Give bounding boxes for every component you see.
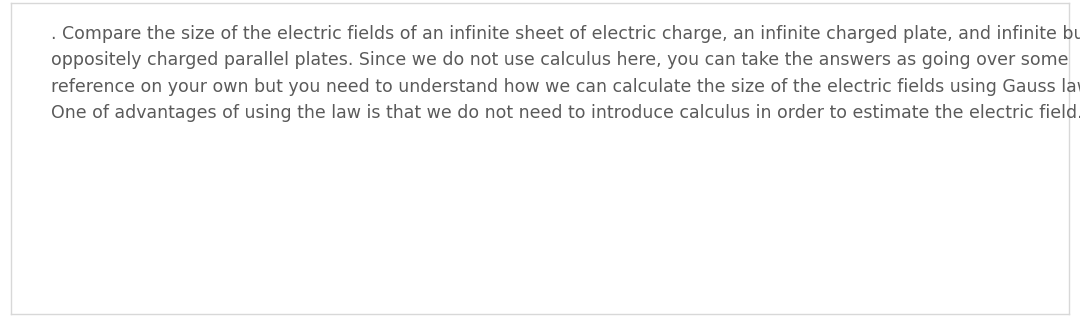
Text: . Compare the size of the electric fields of an infinite sheet of electric charg: . Compare the size of the electric field… (51, 25, 1080, 122)
